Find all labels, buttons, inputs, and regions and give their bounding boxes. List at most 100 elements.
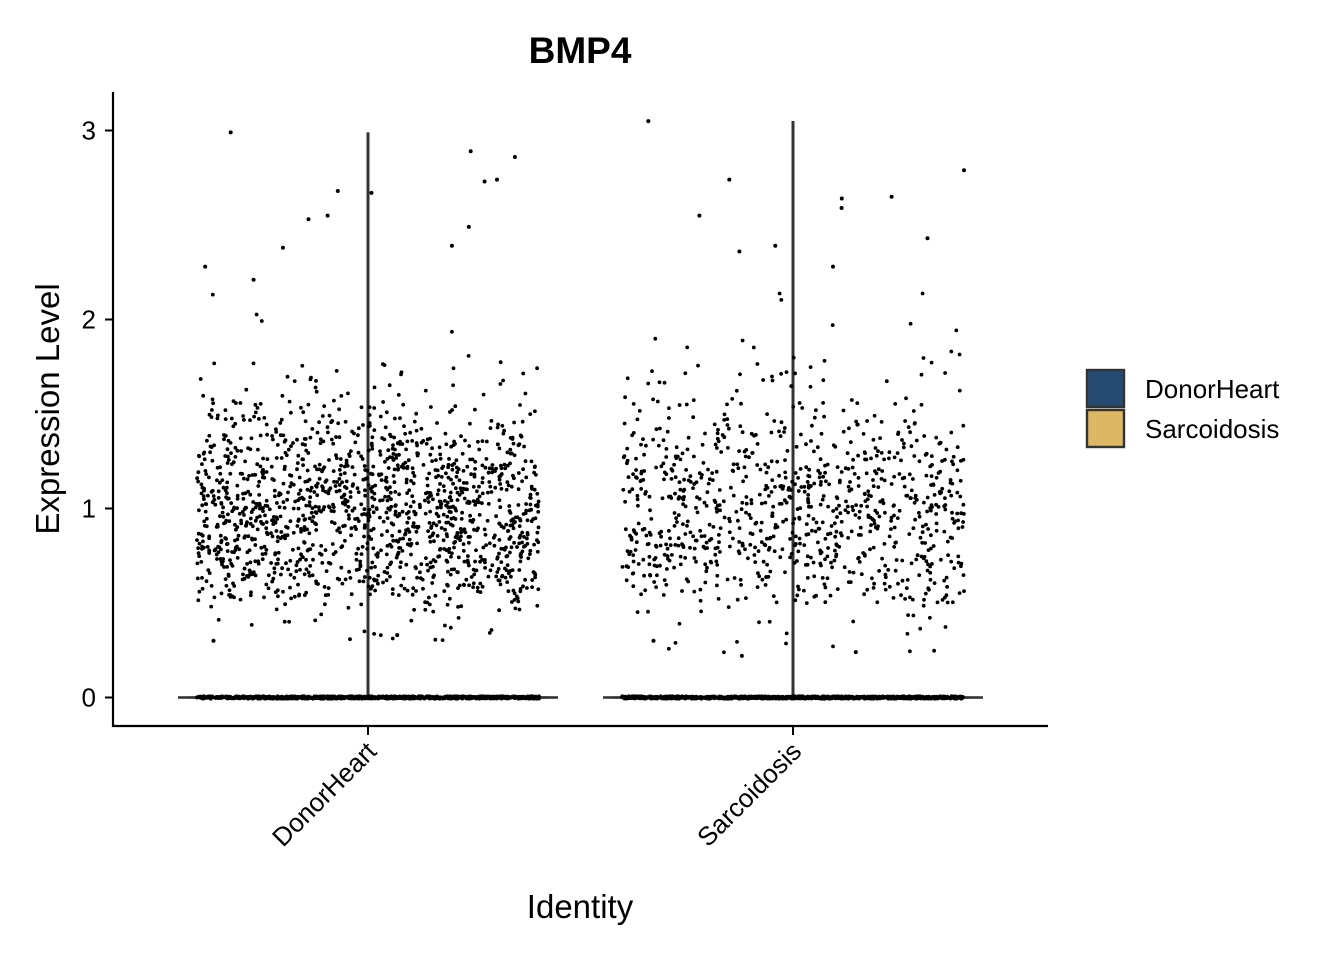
- data-point: [376, 581, 380, 586]
- data-point: [369, 565, 374, 570]
- data-point: [694, 559, 698, 564]
- data-point: [233, 455, 238, 459]
- data-point: [932, 581, 937, 585]
- data-point: [362, 507, 367, 512]
- data-point: [865, 504, 869, 509]
- data-point: [398, 537, 402, 541]
- data-point: [932, 648, 936, 653]
- data-point: [235, 483, 240, 488]
- data-point: [338, 530, 342, 535]
- data-point: [289, 410, 293, 415]
- data-point: [770, 511, 775, 516]
- data-point: [347, 516, 351, 521]
- data-point: [667, 406, 671, 410]
- data-point: [234, 401, 238, 405]
- data-point: [299, 529, 303, 534]
- data-point: [712, 422, 717, 427]
- data-point: [327, 413, 332, 418]
- data-point: [900, 438, 904, 442]
- data-point: [428, 491, 432, 495]
- data-point: [858, 525, 863, 530]
- data-point: [218, 533, 223, 538]
- data-point: [274, 427, 278, 432]
- legend-item-sarcoidosis: Sarcoidosis: [1085, 408, 1279, 449]
- data-point: [704, 569, 709, 574]
- data-point: [931, 483, 936, 487]
- data-point: [398, 565, 403, 569]
- data-point: [249, 590, 253, 595]
- data-point: [196, 531, 201, 536]
- data-point: [674, 445, 679, 450]
- data-point: [487, 480, 492, 484]
- data-point: [393, 416, 397, 421]
- data-point: [366, 483, 371, 487]
- data-point: [403, 531, 408, 536]
- data-point: [471, 518, 476, 522]
- data-point: [414, 529, 419, 534]
- data-point: [464, 481, 469, 485]
- data-point: [305, 479, 310, 484]
- data-point: [891, 504, 896, 508]
- data-point: [314, 511, 319, 515]
- data-point: [355, 486, 360, 491]
- data-point: [213, 502, 218, 507]
- y-tick-label: 1: [82, 494, 96, 524]
- data-point: [942, 578, 947, 583]
- data-point: [485, 518, 490, 523]
- data-point: [694, 505, 698, 510]
- data-point: [449, 444, 454, 449]
- data-point: [449, 554, 453, 559]
- data-point: [744, 501, 749, 506]
- data-point: [269, 561, 273, 565]
- data-point: [255, 462, 260, 467]
- data-point: [499, 560, 504, 564]
- data-point: [289, 444, 293, 448]
- data-point: [512, 598, 517, 602]
- data-point-outlier: [773, 243, 778, 248]
- data-point-outlier: [737, 249, 742, 254]
- data-point: [381, 362, 385, 366]
- data-point: [783, 470, 788, 475]
- data-point: [536, 499, 541, 504]
- data-point: [486, 502, 491, 506]
- data-point: [461, 469, 466, 473]
- data-point: [633, 548, 638, 552]
- data-point: [283, 450, 288, 455]
- data-point: [882, 457, 886, 462]
- data-point: [747, 455, 751, 460]
- data-point: [937, 490, 942, 494]
- data-point: [394, 555, 399, 560]
- data-point: [356, 433, 360, 438]
- data-point: [197, 508, 201, 513]
- data-point: [248, 418, 252, 422]
- data-point: [477, 513, 482, 517]
- data-point: [664, 542, 668, 547]
- data-point: [892, 525, 897, 530]
- data-point: [448, 490, 453, 495]
- data-point: [344, 479, 349, 484]
- data-point: [631, 553, 636, 557]
- data-point: [923, 591, 928, 596]
- data-point: [793, 534, 798, 539]
- data-point: [455, 470, 460, 475]
- data-point: [871, 478, 875, 482]
- data-point: [294, 563, 299, 568]
- data-point: [698, 695, 703, 700]
- data-point: [229, 501, 234, 505]
- data-point: [668, 536, 672, 541]
- data-point: [278, 421, 283, 425]
- data-point: [922, 597, 926, 602]
- data-point: [379, 478, 384, 482]
- data-point: [665, 546, 670, 551]
- data-point: [480, 476, 485, 480]
- data-point: [358, 694, 363, 699]
- data-point: [506, 483, 511, 488]
- data-point: [439, 475, 444, 479]
- data-point: [471, 484, 476, 489]
- data-point: [802, 543, 807, 547]
- data-point: [725, 417, 730, 421]
- data-point: [682, 477, 686, 482]
- data-point: [407, 537, 412, 542]
- data-point: [497, 446, 502, 451]
- data-point: [251, 507, 256, 512]
